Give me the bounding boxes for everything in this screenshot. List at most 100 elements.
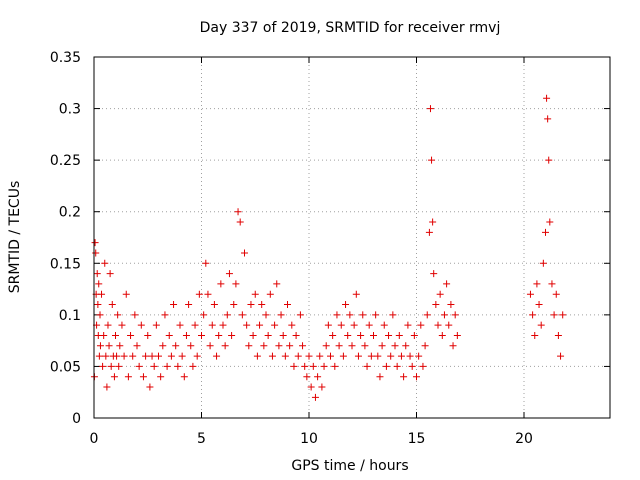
data-point: [137, 321, 145, 329]
data-point: [542, 228, 549, 236]
data-point: [135, 362, 143, 370]
y-axis-title: SRMTID / TECUs: [7, 181, 23, 294]
data-point: [198, 331, 205, 339]
data-point: [324, 321, 332, 329]
data-point: [436, 290, 444, 298]
data-point: [210, 301, 218, 309]
data-point: [260, 342, 268, 350]
data-point: [281, 352, 289, 360]
data-point: [376, 373, 384, 381]
data-point: [230, 301, 238, 309]
data-point: [320, 362, 328, 370]
y-tick-label: 0.35: [50, 50, 81, 66]
data-point: [303, 373, 311, 381]
data-point: [95, 352, 103, 360]
data-point: [92, 249, 100, 257]
data-point: [115, 362, 123, 370]
data-point: [423, 311, 431, 319]
data-point: [537, 321, 545, 329]
data-point: [219, 321, 227, 329]
data-point: [529, 311, 537, 319]
data-point: [96, 342, 104, 350]
data-point: [400, 373, 408, 381]
data-point: [114, 311, 122, 319]
data-point: [161, 311, 169, 319]
data-point: [176, 321, 184, 329]
data-point: [228, 331, 236, 339]
data-point: [311, 393, 319, 401]
data-point: [309, 362, 317, 370]
data-point: [264, 331, 272, 339]
x-tick-label: 15: [408, 431, 426, 447]
data-point: [415, 352, 423, 360]
data-point: [374, 352, 382, 360]
data-point: [146, 383, 154, 391]
data-point: [193, 352, 201, 360]
data-point: [327, 352, 334, 360]
data-point: [288, 321, 296, 329]
data-point: [217, 280, 225, 288]
data-point: [262, 311, 270, 319]
data-point: [440, 311, 448, 319]
data-point: [129, 352, 137, 360]
data-point: [316, 352, 324, 360]
data-point: [559, 311, 567, 319]
data-point: [157, 373, 165, 381]
data-point: [370, 331, 377, 339]
data-point: [430, 270, 438, 278]
data-point: [543, 94, 551, 102]
data-point: [208, 321, 216, 329]
data-point: [93, 270, 101, 278]
data-point: [363, 362, 371, 370]
data-point: [200, 311, 208, 319]
data-point: [397, 352, 405, 360]
data-point: [339, 352, 347, 360]
y-tick-label: 0.3: [59, 102, 81, 118]
data-point: [178, 352, 186, 360]
data-point: [172, 342, 180, 350]
data-point: [357, 331, 365, 339]
data-point: [104, 321, 112, 329]
data-point: [426, 105, 434, 113]
data-point: [307, 383, 315, 391]
data-point: [234, 208, 242, 216]
y-tick-label: 0.25: [50, 153, 81, 169]
data-point: [453, 331, 461, 339]
data-point: [367, 352, 375, 360]
data-point: [185, 301, 193, 309]
data-point: [112, 331, 119, 339]
data-points: [90, 94, 567, 401]
data-point: [402, 342, 410, 350]
data-point: [299, 342, 307, 350]
data-point: [159, 342, 167, 350]
data-point: [113, 352, 121, 360]
y-tick-label: 0.15: [50, 256, 81, 272]
data-point: [120, 352, 128, 360]
data-point: [96, 311, 104, 319]
data-point: [195, 290, 203, 298]
data-point: [419, 362, 427, 370]
data-point: [443, 280, 451, 288]
data-point: [204, 290, 212, 298]
data-point: [241, 249, 248, 257]
data-point: [550, 311, 558, 319]
data-point: [284, 301, 291, 309]
data-point: [101, 259, 109, 267]
data-point: [253, 352, 261, 360]
data-point: [365, 321, 373, 329]
data-point: [103, 383, 111, 391]
data-point: [245, 342, 253, 350]
data-point: [428, 156, 436, 164]
data-point: [557, 352, 565, 360]
x-tick-label: 0: [90, 431, 99, 447]
y-tick-label: 0.2: [59, 205, 81, 221]
data-point: [447, 301, 455, 309]
data-point: [425, 228, 433, 236]
data-point: [387, 352, 395, 360]
data-point: [232, 280, 240, 288]
data-point: [223, 311, 231, 319]
data-point: [451, 311, 459, 319]
data-point: [105, 342, 113, 350]
axis-ticks: 0 0.05 0.1 0.15 0.2 0.25 0.3 0.35 0 5 10 15 20: [50, 50, 610, 447]
data-point: [247, 301, 255, 309]
